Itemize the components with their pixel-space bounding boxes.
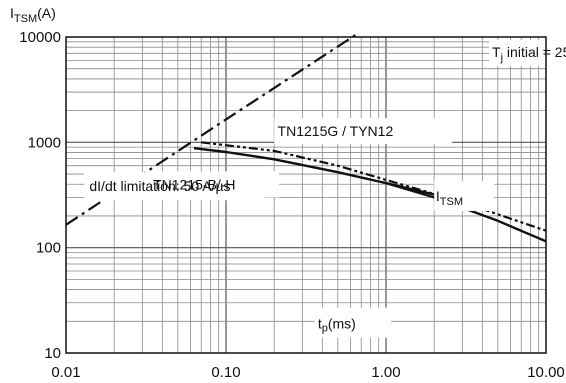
series-label-tn1215b: TN1215-B/-H (153, 176, 235, 192)
label-background (148, 171, 279, 198)
annotation-tj-initial: Tj initial = 25 °C (492, 44, 566, 64)
label-background (274, 118, 453, 145)
label-layer: Tj initial = 25 °C dI/dt limitation: 50 A… (10, 5, 566, 338)
annotation-itsm: ITSM (436, 188, 463, 208)
label-background (434, 180, 495, 211)
plot-frame (65, 36, 547, 354)
label-background (315, 307, 392, 338)
x-tick-label: 0.10 (211, 364, 240, 381)
y-axis-label: ITSM(A) (10, 5, 56, 25)
y-tick-label: 100 (36, 240, 61, 257)
x-axis-label: tp(ms) (318, 316, 356, 335)
y-tick-label: 1000 (28, 134, 61, 151)
x-tick-label: 0.01 (51, 364, 80, 381)
tick-layer: 0.01 0.10 1.00 10.00 10 100 1000 10000 (19, 29, 564, 381)
label-background (488, 40, 566, 66)
annotation-didt-limit: dI/dt limitation: 50 A/µs (89, 178, 230, 194)
y-tick-label: 10000 (19, 29, 61, 46)
series-label-tn1215g: TN1215G / TYN12 (278, 123, 394, 139)
x-tick-label: 10.00 (527, 364, 565, 381)
y-tick-label: 10 (44, 345, 61, 362)
x-tick-label: 1.00 (371, 364, 400, 381)
